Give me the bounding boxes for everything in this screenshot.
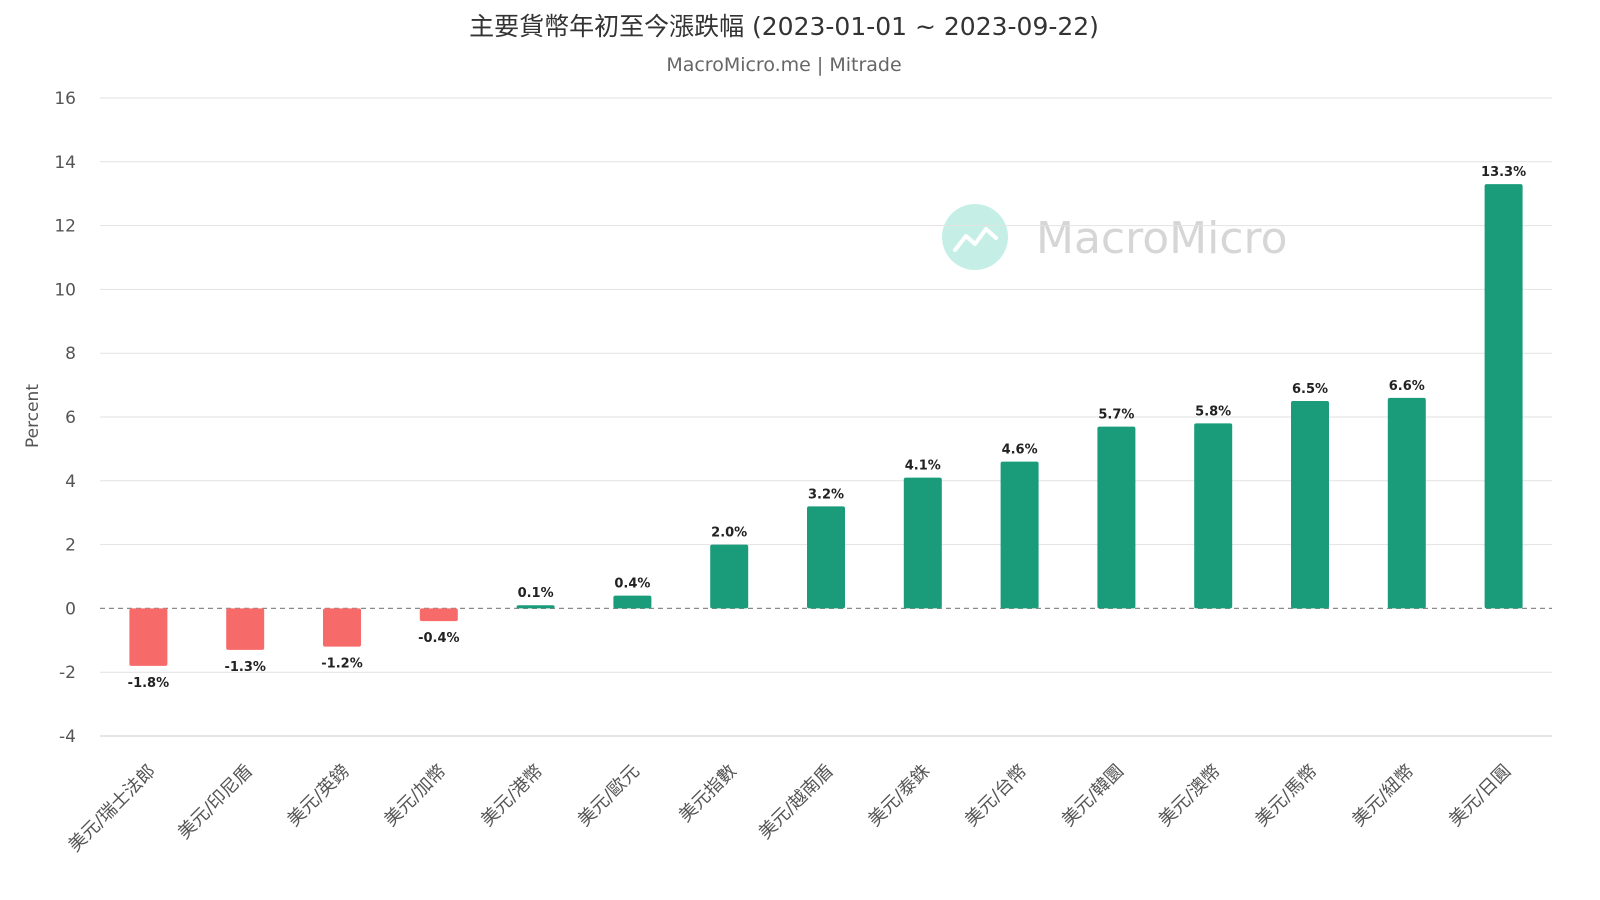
bar	[323, 608, 361, 647]
bar	[226, 608, 265, 650]
x-tick-label: 美元/澳幣	[1155, 761, 1225, 831]
data-label: 6.6%	[1389, 379, 1425, 394]
x-tick-label: 美元/越南盾	[755, 761, 838, 844]
x-tick-label: 美元指數	[675, 761, 741, 827]
x-tick-label: 美元/港幣	[477, 761, 547, 831]
bar	[613, 595, 652, 609]
y-tick-label: 4	[65, 472, 76, 492]
data-label: 0.1%	[518, 586, 554, 601]
bar	[419, 608, 458, 622]
data-label: 5.8%	[1195, 404, 1231, 419]
y-tick-label: 16	[54, 89, 76, 109]
bar	[903, 477, 942, 609]
data-label: -1.8%	[128, 676, 169, 691]
x-tick-label: 美元/韓圜	[1058, 761, 1128, 831]
data-label: 2.0%	[711, 526, 747, 541]
watermark-logo-icon	[942, 204, 1008, 270]
y-tick-label: -4	[59, 727, 76, 747]
bar	[1387, 397, 1426, 609]
watermark-logo-chart-icon	[953, 227, 998, 252]
bar	[1291, 401, 1329, 609]
bar	[1484, 184, 1523, 609]
x-tick-label: 美元/紐幣	[1348, 761, 1418, 831]
data-label: 0.4%	[614, 577, 650, 592]
x-tick-label: 美元/馬幣	[1251, 761, 1321, 831]
bar	[516, 605, 555, 609]
bar	[710, 544, 749, 609]
x-tick-label: 美元/歐元	[574, 761, 644, 831]
data-label: 4.6%	[1002, 443, 1038, 458]
data-label: 4.1%	[905, 459, 941, 474]
data-label: 13.3%	[1481, 165, 1526, 180]
x-tick-label: 美元/瑞士法郎	[64, 761, 160, 857]
chart-subtitle: MacroMicro.me | Mitrade	[666, 54, 901, 76]
x-tick-label: 美元/泰銖	[864, 761, 934, 831]
y-tick-label: 12	[54, 217, 76, 237]
y-tick-label: -2	[59, 663, 76, 683]
x-tick-label: 美元/印尼盾	[174, 761, 257, 844]
x-tick-label: 美元/英鎊	[283, 761, 353, 831]
y-tick-label: 14	[54, 153, 76, 173]
data-label: 3.2%	[808, 487, 844, 502]
watermark-text: MacroMicro	[1036, 213, 1288, 264]
x-tick-label: 美元/日圓	[1445, 761, 1515, 831]
chart-title: 主要貨幣年初至今漲跌幅 (2023-01-01 ~ 2023-09-22)	[469, 12, 1099, 41]
bar	[1000, 461, 1039, 609]
data-label: -1.3%	[224, 660, 265, 675]
bar	[1097, 426, 1136, 609]
y-tick-label: 6	[65, 408, 76, 428]
x-tick-label: 美元/加幣	[380, 761, 450, 831]
y-tick-label: 2	[65, 536, 76, 556]
y-axis-label: Percent	[23, 384, 43, 448]
y-tick-label: 0	[65, 599, 76, 619]
bar	[1194, 423, 1233, 609]
y-tick-label: 8	[65, 344, 76, 364]
watermark: MacroMicro	[942, 204, 1288, 270]
data-label: -1.2%	[321, 657, 362, 672]
data-label: 6.5%	[1292, 382, 1328, 397]
bar	[807, 506, 845, 609]
bar	[129, 608, 168, 666]
x-tick-label: 美元/台幣	[961, 761, 1031, 831]
y-tick-label: 10	[54, 280, 76, 300]
data-label: 5.7%	[1098, 408, 1134, 423]
data-label: -0.4%	[418, 631, 459, 646]
